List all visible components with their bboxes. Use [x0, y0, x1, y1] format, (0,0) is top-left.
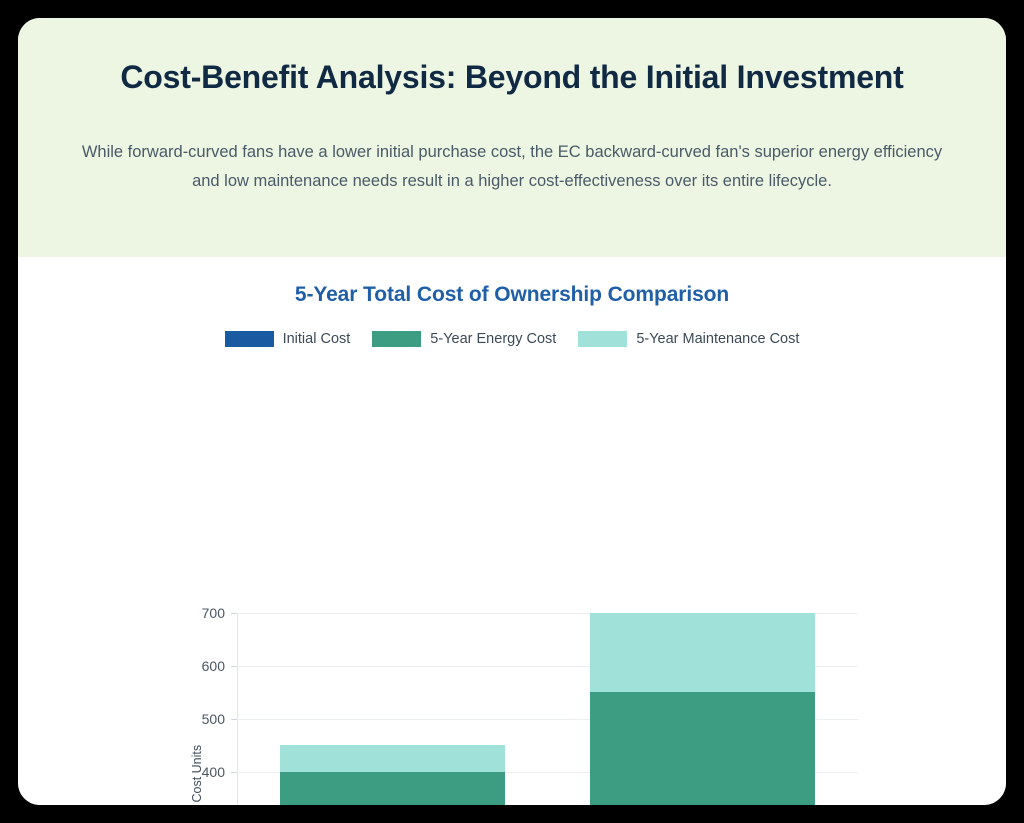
plot-area: Relative Cost Units 01002003004005006007… — [190, 605, 858, 805]
y-axis-tick-label: 400 — [201, 763, 225, 780]
page-subtitle: While forward-curved fans have a lower i… — [81, 143, 943, 191]
bar-group[interactable]: Forward-Curved Fan — [590, 613, 816, 805]
y-axis-tick-mark — [231, 665, 237, 667]
chart-title: 5-Year Total Cost of Ownership Compariso… — [294, 283, 730, 306]
content-card: Cost-Benefit Analysis: Beyond the Initia… — [18, 18, 1006, 805]
legend-item-initial-cost[interactable]: Initial Cost — [224, 331, 351, 347]
gridline — [237, 718, 858, 720]
y-axis-tick-label: 500 — [201, 710, 225, 727]
legend-label: 5-Year Energy Cost — [430, 331, 557, 347]
y-axis-tick-mark — [231, 718, 237, 720]
bar-segment[interactable] — [590, 613, 816, 693]
legend-item-energy-cost[interactable]: 5-Year Energy Cost — [372, 331, 556, 347]
gridline — [237, 613, 858, 614]
bar-segment[interactable] — [279, 771, 505, 805]
y-axis-tick-label: 700 — [201, 605, 225, 621]
y-axis-tick-label: 600 — [201, 657, 225, 674]
legend-swatch-icon — [224, 331, 274, 347]
gridline — [237, 665, 858, 667]
legend-swatch-icon — [578, 331, 628, 347]
stacked-bar[interactable] — [590, 613, 816, 805]
legend-swatch-icon — [372, 331, 422, 347]
chart-legend: Initial Cost 5-Year Energy Cost 5-Year M… — [18, 331, 1006, 347]
legend-label: 5-Year Maintenance Cost — [636, 331, 800, 347]
page-title: Cost-Benefit Analysis: Beyond the Initia… — [120, 59, 904, 95]
legend-item-maintenance-cost[interactable]: 5-Year Maintenance Cost — [578, 331, 799, 347]
stacked-bar[interactable] — [279, 745, 505, 805]
legend-label: Initial Cost — [282, 331, 351, 347]
header-banner: Cost-Benefit Analysis: Beyond the Initia… — [18, 18, 1006, 257]
gridline — [237, 771, 858, 773]
y-axis-spine — [237, 613, 238, 805]
chart-container: 5-Year Total Cost of Ownership Compariso… — [18, 257, 1006, 805]
bar-group[interactable]: EC Backward-Curved Fan — [279, 613, 505, 805]
y-axis-tick-mark — [231, 771, 237, 773]
y-axis-label: Relative Cost Units — [190, 744, 205, 805]
bar-segment[interactable] — [279, 745, 505, 772]
bar-segment[interactable] — [590, 692, 816, 805]
y-axis-tick-mark — [231, 613, 237, 614]
